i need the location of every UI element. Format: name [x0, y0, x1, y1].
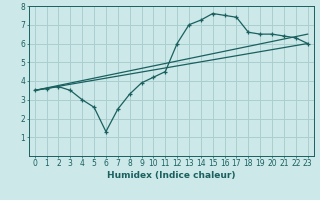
X-axis label: Humidex (Indice chaleur): Humidex (Indice chaleur)	[107, 171, 236, 180]
